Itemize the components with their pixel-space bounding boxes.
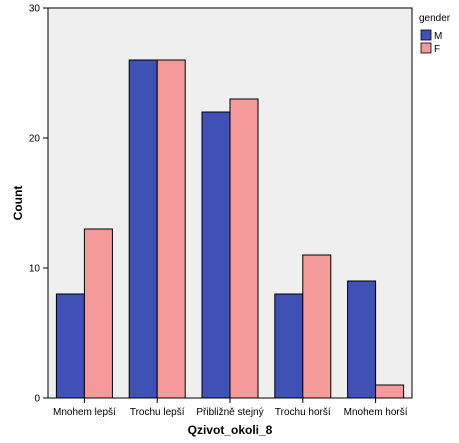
legend-title: gender [419, 13, 451, 24]
bar-F-3 [302, 254, 332, 399]
bars [55, 59, 405, 399]
x-tick-label: Mnohem horší [344, 407, 408, 418]
legend-label-F: F [434, 44, 440, 55]
y-tick-label: 10 [29, 264, 41, 275]
legend-swatch-M [420, 29, 432, 41]
y-axis: 0 10 20 30 [29, 4, 48, 405]
bar-F-1 [156, 59, 186, 399]
y-tick-label: 30 [29, 4, 41, 15]
x-tick-label: Trochu horší [275, 407, 331, 418]
x-axis-title: Qzivot_okoli_8 [188, 423, 273, 437]
legend: gender MF [419, 13, 451, 55]
y-tick-label: 20 [29, 134, 41, 145]
x-tick-label: Přibližně stejný [196, 407, 263, 418]
legend-swatch-F [420, 42, 432, 54]
bar-F-0 [83, 228, 113, 399]
bar-M-0 [55, 293, 85, 399]
x-tick-label: Trochu lepší [130, 407, 185, 418]
legend-label-M: M [434, 31, 442, 42]
bar-M-4 [347, 280, 377, 399]
x-axis: Mnohem lepší Trochu lepší Přibližně stejný… [53, 398, 408, 418]
bar-F-4 [375, 384, 405, 399]
bar-M-2 [201, 111, 231, 399]
bar-F-2 [229, 98, 259, 399]
y-tick-label: 0 [34, 394, 40, 405]
bar-M-3 [274, 293, 304, 399]
x-tick-label: Mnohem lepší [53, 407, 116, 418]
bar-M-1 [128, 59, 158, 399]
y-axis-title: Count [11, 186, 25, 221]
